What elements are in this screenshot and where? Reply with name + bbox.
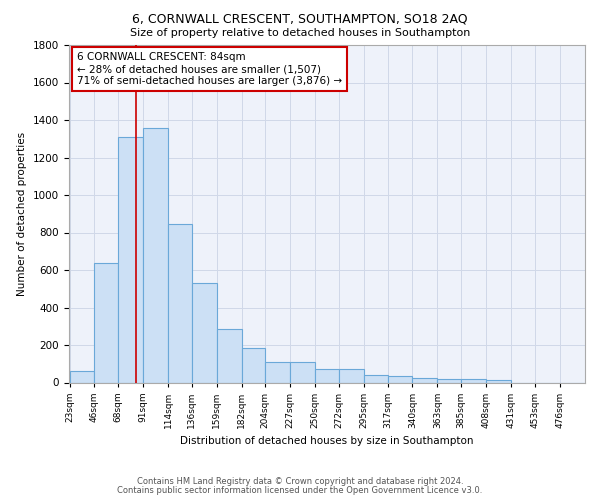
- Bar: [364, 375, 388, 382]
- Bar: [217, 329, 242, 382]
- Text: 6 CORNWALL CRESCENT: 84sqm
← 28% of detached houses are smaller (1,507)
71% of s: 6 CORNWALL CRESCENT: 84sqm ← 28% of deta…: [77, 52, 342, 86]
- Bar: [486, 380, 511, 382]
- Bar: [242, 348, 265, 382]
- Bar: [143, 128, 168, 382]
- Y-axis label: Number of detached properties: Number of detached properties: [17, 132, 28, 296]
- X-axis label: Distribution of detached houses by size in Southampton: Distribution of detached houses by size …: [180, 436, 474, 446]
- Bar: [265, 362, 290, 382]
- Bar: [437, 379, 461, 382]
- Bar: [412, 378, 437, 382]
- Bar: [94, 262, 118, 382]
- Text: Size of property relative to detached houses in Southampton: Size of property relative to detached ho…: [130, 28, 470, 38]
- Bar: [192, 283, 217, 382]
- Text: 6, CORNWALL CRESCENT, SOUTHAMPTON, SO18 2AQ: 6, CORNWALL CRESCENT, SOUTHAMPTON, SO18 …: [132, 12, 468, 26]
- Text: Contains public sector information licensed under the Open Government Licence v3: Contains public sector information licen…: [118, 486, 482, 495]
- Bar: [168, 224, 192, 382]
- Text: Contains HM Land Registry data © Crown copyright and database right 2024.: Contains HM Land Registry data © Crown c…: [137, 477, 463, 486]
- Bar: [339, 370, 364, 382]
- Bar: [118, 137, 143, 382]
- Bar: [388, 376, 412, 382]
- Bar: [315, 370, 339, 382]
- Bar: [461, 379, 486, 382]
- Bar: [290, 362, 315, 382]
- Bar: [70, 371, 94, 382]
